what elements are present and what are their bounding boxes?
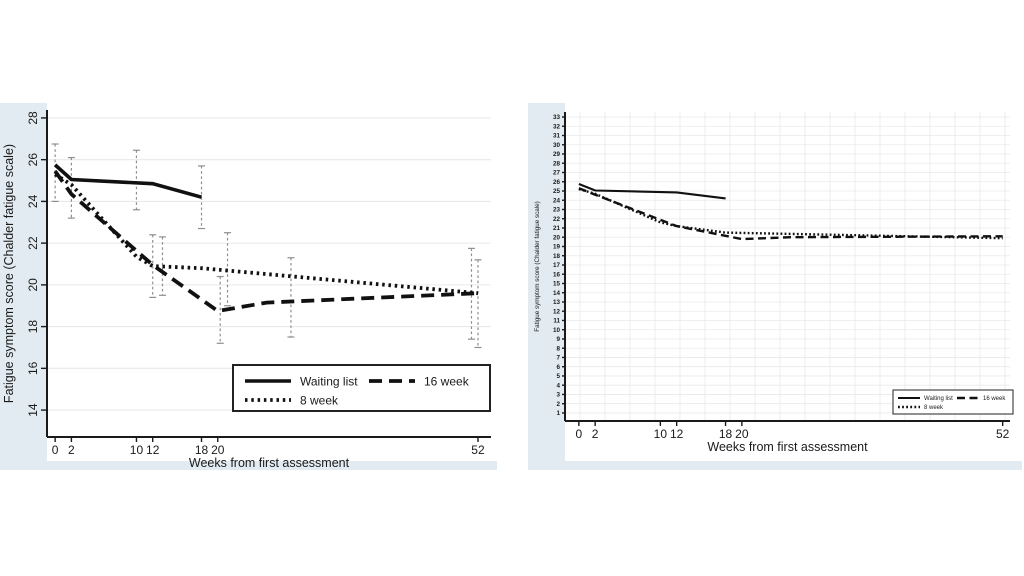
legend-label-8-week: 8 week	[300, 393, 339, 407]
bottom-margin-strip	[528, 461, 1022, 470]
x-tick-label: 0	[52, 443, 59, 457]
legend-label-16-week: 16 week	[424, 374, 470, 388]
x-axis-title: Weeks from first assessment	[189, 456, 350, 470]
plot-area	[565, 112, 1010, 421]
y-tick-label: 1	[556, 410, 560, 417]
y-tick-label: 18	[26, 320, 40, 334]
y-tick-label: 8	[556, 345, 560, 352]
legend-label-16-week: 16 week	[983, 396, 1006, 402]
y-tick-label: 15	[553, 281, 561, 288]
y-tick-label: 16	[26, 361, 40, 375]
x-tick-label: 10	[130, 443, 144, 457]
y-tick-label: 21	[553, 225, 561, 232]
series-waiting-list	[53, 163, 202, 199]
y-tick-label: 5	[556, 373, 560, 380]
y-tick-label: 24	[26, 194, 40, 208]
y-tick-label: 11	[553, 318, 560, 325]
series-16-week	[578, 187, 1003, 241]
y-tick-label: 7	[556, 355, 560, 362]
y-tick-label: 22	[26, 236, 40, 250]
x-tick-label: 10	[654, 427, 668, 441]
y-tick-label: 17	[553, 262, 561, 269]
y-tick-label: 20	[553, 234, 561, 241]
left-chart-panel: 14 16 18 20 22 24 26 28 0 2 10 12 18 20 52 Weeks from f…	[0, 103, 497, 470]
left-margin-strip	[0, 103, 47, 470]
y-tick-label: 13	[553, 299, 561, 306]
legend-label-waiting-list: Waiting list	[924, 396, 953, 402]
x-tick-label: 18	[195, 443, 209, 457]
y-tick-label: 14	[26, 403, 40, 417]
y-tick-label: 3	[556, 392, 560, 399]
y-tick-label: 24	[553, 197, 561, 204]
y-tick-labels: 14 16 18 20 22 24 26 28	[26, 111, 47, 417]
y-tick-label: 26	[26, 153, 40, 167]
x-tick-labels: 0 2 10 12 18 20 52	[52, 437, 485, 457]
x-tick-label: 2	[592, 427, 599, 441]
series-waiting-list	[578, 183, 726, 200]
legend: Waiting list 16 week 8 week	[892, 389, 1014, 415]
x-tick-label: 20	[735, 427, 749, 441]
y-tick-label: 33	[553, 114, 561, 121]
legend-label-waiting-list: Waiting list	[300, 374, 358, 388]
y-tick-label: 9	[556, 336, 560, 343]
y-tick-label: 31	[553, 133, 561, 140]
legend-box	[232, 364, 491, 412]
x-tick-labels: 0 2 10 12 18 20 52	[576, 421, 1010, 441]
y-axis-title: Fatigue symptom score (Chalder fatigue s…	[2, 144, 16, 403]
right-panel: 1234567891011121314151617181920212223242…	[528, 103, 1022, 470]
y-tick-label: 10	[553, 327, 561, 334]
y-tick-label: 26	[553, 179, 561, 186]
legend-label-8-week: 8 week	[924, 405, 944, 411]
y-tick-label: 29	[553, 151, 561, 158]
x-axis-title: Weeks from first assessment	[707, 440, 868, 454]
right-chart-panel: 1 2 3 4 5 6 7 8 9 10 11 12 13 14 15 16 17 18 19 20 21 22 23 24 2…	[528, 103, 1022, 470]
y-tick-label: 12	[553, 308, 561, 315]
x-tick-label: 0	[576, 427, 583, 441]
y-tick-label: 19	[553, 244, 561, 251]
y-tick-label: 2	[556, 401, 560, 408]
y-tick-label: 18	[553, 253, 561, 260]
y-tick-label: 20	[26, 278, 40, 292]
y-tick-label: 28	[26, 111, 40, 125]
x-tick-label: 52	[996, 427, 1010, 441]
y-tick-label: 16	[553, 271, 561, 278]
x-tick-label: 20	[211, 443, 225, 457]
y-tick-label: 32	[553, 123, 561, 130]
y-tick-label: 14	[553, 290, 561, 297]
bottom-margin-strip	[0, 461, 497, 470]
y-tick-label: 6	[556, 364, 560, 371]
legend: Waiting list 16 week 8 week	[232, 364, 491, 412]
gridlines	[565, 112, 1010, 421]
y-tick-label: 30	[553, 142, 561, 149]
y-axis-title: Fatigue symptom score (Chalder fatigue s…	[534, 201, 541, 332]
y-tick-label: 27	[553, 170, 561, 177]
legend-box	[892, 389, 1014, 415]
x-tick-label: 12	[670, 427, 684, 441]
x-tick-label: 12	[146, 443, 160, 457]
series-16-week	[53, 170, 479, 314]
y-tick-label: 25	[553, 188, 561, 195]
y-tick-label: 4	[556, 382, 560, 389]
y-tick-label: 23	[553, 207, 561, 214]
y-tick-label: 28	[553, 160, 561, 167]
left-margin-strip	[528, 103, 565, 470]
error-bars	[51, 143, 482, 349]
y-tick-label: 22	[553, 216, 561, 223]
x-tick-label: 2	[68, 443, 75, 457]
x-tick-label: 18	[719, 427, 733, 441]
y-tick-labels: 1234567891011121314151617181920212223242…	[553, 114, 565, 417]
x-tick-label: 52	[471, 443, 485, 457]
